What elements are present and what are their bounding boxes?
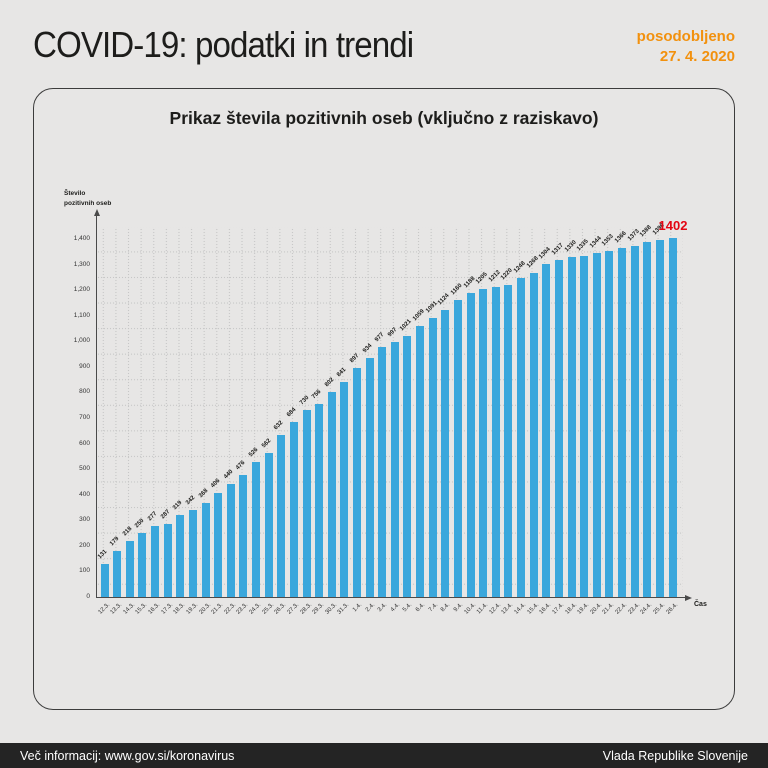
bar <box>403 335 412 597</box>
bar <box>315 403 324 597</box>
bar <box>517 277 526 597</box>
bar <box>125 541 134 597</box>
bar <box>188 509 197 597</box>
y-axis-label: Število pozitivnih oseb <box>64 190 112 207</box>
bar <box>176 515 185 597</box>
bar <box>340 381 349 597</box>
chart-title: Prikaz števila pozitivnih oseb (vključno… <box>169 108 599 128</box>
bar <box>605 251 614 597</box>
bar <box>365 358 374 597</box>
bar <box>138 533 147 597</box>
x-axis-line <box>96 597 686 598</box>
y-tick-label: 1,300 <box>73 260 90 268</box>
y-tick-label: 1,100 <box>73 311 90 319</box>
chart-card: Prikaz števila pozitivnih oseb (vključno… <box>33 88 735 710</box>
y-axis-line <box>96 216 97 597</box>
footer-bar: Več informacij: www.gov.si/koronavirus V… <box>0 743 768 768</box>
bar <box>567 256 576 597</box>
bar <box>353 367 361 597</box>
bar <box>239 475 248 597</box>
x-axis-arrow-icon <box>685 594 692 601</box>
bar <box>592 253 601 597</box>
updated-info: posodobljeno 27. 4. 2020 <box>637 27 735 66</box>
bar <box>151 526 160 597</box>
y-tick-label: 700 <box>79 414 90 421</box>
bar <box>264 453 273 597</box>
footer-info-link[interactable]: Več informacij: www.gov.si/koronavirus <box>20 748 235 763</box>
bar <box>327 391 336 597</box>
y-tick-label: 500 <box>79 465 90 473</box>
y-tick-label: 800 <box>79 388 90 396</box>
y-tick-label: 100 <box>79 567 90 575</box>
bar <box>289 422 298 597</box>
max-value-label: 1402 <box>658 218 688 234</box>
footer-government-label: Vlada Republike Slovenije <box>602 748 748 763</box>
bar <box>504 285 513 597</box>
bar <box>378 347 387 597</box>
y-tick-label: 1,400 <box>73 235 90 242</box>
bar <box>201 502 210 597</box>
bar <box>618 247 627 597</box>
bar <box>252 462 261 597</box>
updated-date: 27. 4. 2020 <box>659 47 735 65</box>
bar <box>655 240 664 597</box>
bar <box>542 263 551 597</box>
y-tick-label: 1,000 <box>73 337 90 345</box>
y-axis-arrow-icon <box>93 209 100 216</box>
y-tick-label: 200 <box>79 541 90 549</box>
x-axis-label: Čas <box>694 601 707 608</box>
page-title: COVID-19: podatki in trendi <box>33 24 414 65</box>
bar <box>428 318 437 597</box>
bar <box>453 300 462 597</box>
bar <box>630 245 639 597</box>
bar <box>100 563 109 597</box>
updated-label: posodobljeno <box>636 28 735 45</box>
bar-chart: Število pozitivnih oseb Čas 0 100 200 300 40… <box>34 89 734 709</box>
y-tick-label: 1,200 <box>73 286 90 294</box>
bar <box>479 288 488 597</box>
bar <box>466 293 475 597</box>
bar <box>441 309 450 597</box>
bar <box>113 551 122 597</box>
y-tick-label: 600 <box>79 439 90 447</box>
y-tick-label: 400 <box>79 490 90 498</box>
bar <box>214 493 223 597</box>
bar <box>416 326 425 597</box>
bar <box>491 287 500 597</box>
bar <box>226 484 235 597</box>
bar <box>643 242 652 597</box>
y-tick-label: 300 <box>79 516 90 524</box>
bar <box>529 272 538 597</box>
bar <box>580 255 589 597</box>
bar <box>277 435 286 597</box>
y-tick-label: 900 <box>79 362 90 370</box>
bar <box>390 342 399 597</box>
bar <box>302 410 311 597</box>
bar <box>554 260 563 597</box>
bar <box>668 238 677 597</box>
y-tick-label: 0 <box>86 593 90 600</box>
bar <box>163 523 172 597</box>
